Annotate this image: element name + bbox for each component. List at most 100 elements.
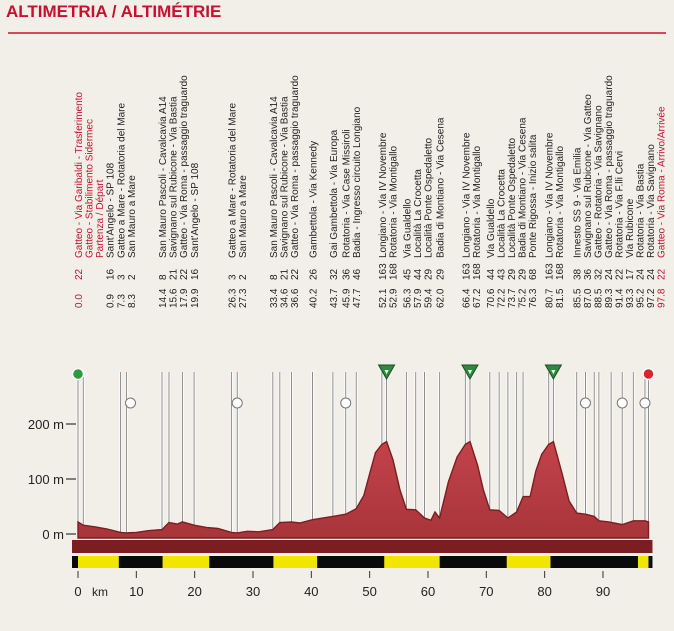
waypoint-km: 19.9 xyxy=(190,288,201,308)
waypoint-altitude: 8 xyxy=(269,274,280,280)
start-marker xyxy=(71,367,85,381)
waypoint-km: 0.9 xyxy=(106,294,117,308)
waypoint-km: 70.6 xyxy=(486,288,497,308)
waypoint-altitude: 168 xyxy=(472,263,483,280)
waypoint-altitude: 2 xyxy=(238,274,249,280)
waypoint-km: 47.7 xyxy=(352,288,363,308)
waypoint-altitude: 24 xyxy=(646,268,657,280)
waypoint-km: 72.2 xyxy=(496,288,507,308)
waypoint-name: Via Gualdello xyxy=(486,198,497,258)
y-tick-label: 0 m xyxy=(42,527,64,542)
waypoint-altitude: 43 xyxy=(496,268,507,280)
waypoint-name: Savignano sul Rubicone - Via Bastia xyxy=(168,96,179,258)
kom-marker xyxy=(377,364,396,381)
road-band-dark xyxy=(72,540,653,553)
waypoint-name: Badia di Montiano - Via Cesena xyxy=(517,117,528,258)
kom-marker-glyph: ▼ xyxy=(383,369,390,376)
kom-marker-glyph: ▼ xyxy=(550,369,557,376)
waypoint-km: 40.2 xyxy=(308,288,319,308)
waypoint-name: Badia di Montiano - Via Cesena xyxy=(436,117,447,258)
waypoint-name: Gai Gambettola - Via Europa xyxy=(329,129,340,258)
waypoint-altitude: 21 xyxy=(168,268,179,280)
waypoint-km: 36.6 xyxy=(290,288,301,308)
waypoint-altitude: 36 xyxy=(342,268,353,280)
waypoint-name: Via Rubicone xyxy=(625,198,636,258)
kom-marker xyxy=(544,364,563,381)
y-tick-label: 100 m xyxy=(28,472,64,487)
waypoint-altitude: 29 xyxy=(517,268,528,280)
waypoint-altitude: 22 xyxy=(290,268,301,280)
waypoint-name: Gambettola - Via Kennedy xyxy=(308,141,319,258)
kom-marker xyxy=(461,364,479,381)
waypoint-altitude: 163 xyxy=(378,263,389,280)
waypoint-altitude: 44 xyxy=(486,268,497,280)
waypoint-altitude: 22 xyxy=(74,268,85,280)
waypoint-name: Gatteo a Mare - Rotatoria del Mare xyxy=(227,102,238,258)
waypoint-name: San Mauro Pascoli - Cavalcavia A14 xyxy=(158,96,169,258)
waypoint-km: 15.6 xyxy=(168,288,179,308)
waypoint-altitude: 8 xyxy=(158,274,169,280)
x-tick-label: 0 xyxy=(74,584,81,599)
waypoint-altitude: 17 xyxy=(625,268,636,280)
waypoint-name: Località Ponte Ospedaletto xyxy=(507,137,518,258)
waypoint-name: Rotatoria - Via Bastia xyxy=(636,163,647,258)
intermediate-marker xyxy=(579,397,591,409)
waypoint-name: Badia - Ingresso circuito Longiano xyxy=(352,106,363,258)
waypoint-name: San Mauro Pascoli - Cavalcavia A14 xyxy=(269,96,280,258)
waypoint-altitude: 24 xyxy=(604,268,615,280)
waypoint-km: 17.9 xyxy=(179,288,190,308)
waypoint-altitude: 26 xyxy=(308,268,319,280)
waypoint-name: Gatteo - Via Roma - Arrivo/Arrivée xyxy=(657,106,668,258)
intermediate-marker xyxy=(616,397,628,409)
waypoint-km: 97.2 xyxy=(646,288,657,308)
waypoint-altitude: 168 xyxy=(388,263,399,280)
waypoint-name: Località Ponte Ospedaletto xyxy=(423,137,434,258)
x-tick-label: 60 xyxy=(421,584,435,599)
waypoint-name: Rotatoria - Via Montigallo xyxy=(472,145,483,258)
waypoint-name: Sant'Angelo - SP 108 xyxy=(106,162,117,258)
waypoint-km: 85.5 xyxy=(573,288,584,308)
waypoint-km: 75.2 xyxy=(517,288,528,308)
waypoint-altitude: 29 xyxy=(423,268,434,280)
waypoint-name: Savignano sul Rubicone - Via Gatteo xyxy=(583,94,594,258)
road-band-yellow-segment xyxy=(384,556,440,568)
road-band-yellow-segment xyxy=(506,556,551,568)
waypoint-altitude: 36 xyxy=(583,268,594,280)
waypoint-km: 80.7 xyxy=(545,288,556,308)
x-tick-label: 50 xyxy=(362,584,376,599)
waypoint-name: Gatteo - Via Roma - passaggio traguardo xyxy=(290,75,301,258)
waypoint-km: 67.2 xyxy=(472,288,483,308)
waypoint-altitude: 45 xyxy=(402,268,413,280)
road-band-black xyxy=(72,556,653,568)
waypoint-name: San Mauro a Mare xyxy=(127,175,138,258)
road-band-yellow-segment xyxy=(637,556,649,568)
road-band-yellow-segment xyxy=(78,556,119,568)
road-band-yellow-segment xyxy=(273,556,318,568)
waypoint-km: 52.1 xyxy=(378,288,389,308)
waypoint-altitude: 163 xyxy=(545,263,556,280)
waypoint-name: Gatteo - Via Roma - passaggio traguardo xyxy=(179,75,190,258)
x-tick-label: 40 xyxy=(304,584,318,599)
waypoint-altitude: 68 xyxy=(528,268,539,280)
waypoint-altitude: 21 xyxy=(279,268,290,280)
waypoint-name: Rotatoria - Via Montigallo xyxy=(388,145,399,258)
waypoint-name: Rotatoria - Via F.lli Cervi xyxy=(615,151,626,258)
waypoint-altitude: 44 xyxy=(413,268,424,280)
waypoint-km: 76.3 xyxy=(528,288,539,308)
x-tick-label: 80 xyxy=(537,584,551,599)
waypoint-km: 88.5 xyxy=(594,288,605,308)
waypoint-km: 0.0 xyxy=(74,294,85,308)
waypoint-name: Ponte Rigossa - Inizio salita xyxy=(528,134,539,258)
waypoint-km: 14.4 xyxy=(158,288,169,308)
waypoint-km: 95.2 xyxy=(636,288,647,308)
y-tick-label: 200 m xyxy=(28,417,64,432)
waypoint-altitude: 22 xyxy=(657,268,668,280)
waypoint-km: 91.4 xyxy=(615,288,626,308)
waypoint-altitude: 29 xyxy=(436,268,447,280)
waypoint-name: Sant'Angelo - SP 108 xyxy=(190,162,201,258)
waypoint-name: Partenza / Départ xyxy=(95,179,106,258)
waypoint-altitude: 22 xyxy=(615,268,626,280)
x-axis-unit: km xyxy=(92,585,108,599)
waypoint-km: 26.3 xyxy=(227,288,238,308)
